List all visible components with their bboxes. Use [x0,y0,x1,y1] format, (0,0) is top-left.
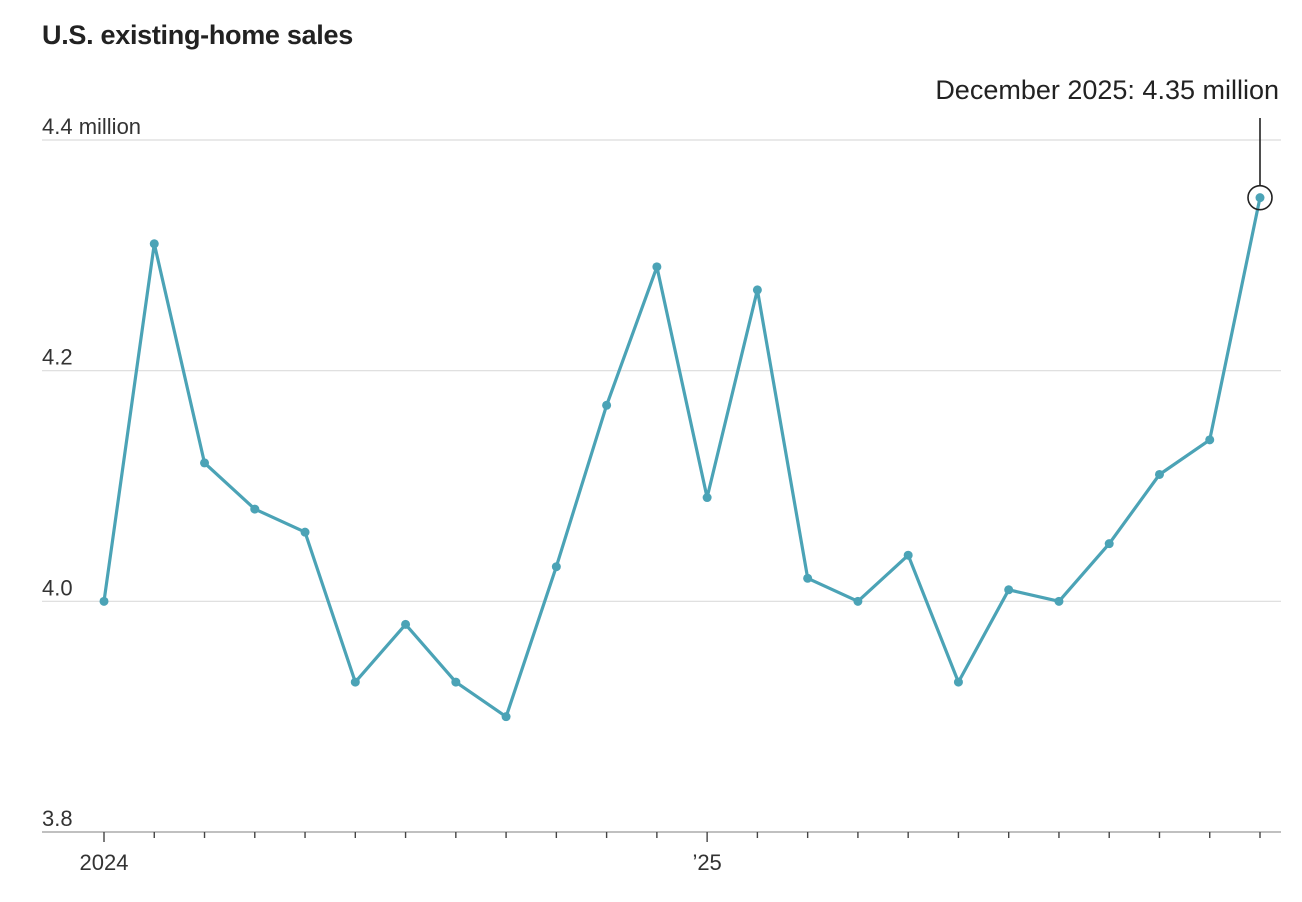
data-point [1255,193,1265,203]
data-point [501,712,511,722]
x-tick-label: 2024 [80,850,129,875]
data-point [551,562,561,572]
data-point [1004,585,1014,595]
data-point [99,596,109,606]
x-tick-label: ’25 [692,850,721,875]
y-tick-label: 4.2 [42,345,73,370]
data-point [200,458,210,468]
data-point [702,493,712,503]
data-point [602,400,612,410]
data-point [1205,435,1215,445]
y-tick-label: 4.0 [42,575,73,600]
data-point [451,677,461,687]
data-point [250,504,260,514]
annotation-label: December 2025: 4.35 million [935,75,1279,105]
data-point [903,550,913,560]
data-point [803,573,813,583]
data-point [752,285,762,295]
y-tick-label: 4.4 million [42,114,141,139]
data-point [953,677,963,687]
data-point [853,596,863,606]
y-tick-label: 3.8 [42,806,73,831]
data-point [149,239,159,249]
data-point [1054,596,1064,606]
data-point [401,619,411,629]
data-point [1104,539,1114,549]
data-point [652,262,662,272]
series-line [102,196,1262,719]
data-point [300,527,310,537]
data-point [350,677,360,687]
data-point [1154,469,1164,479]
chart-title: U.S. existing-home sales [42,20,353,50]
